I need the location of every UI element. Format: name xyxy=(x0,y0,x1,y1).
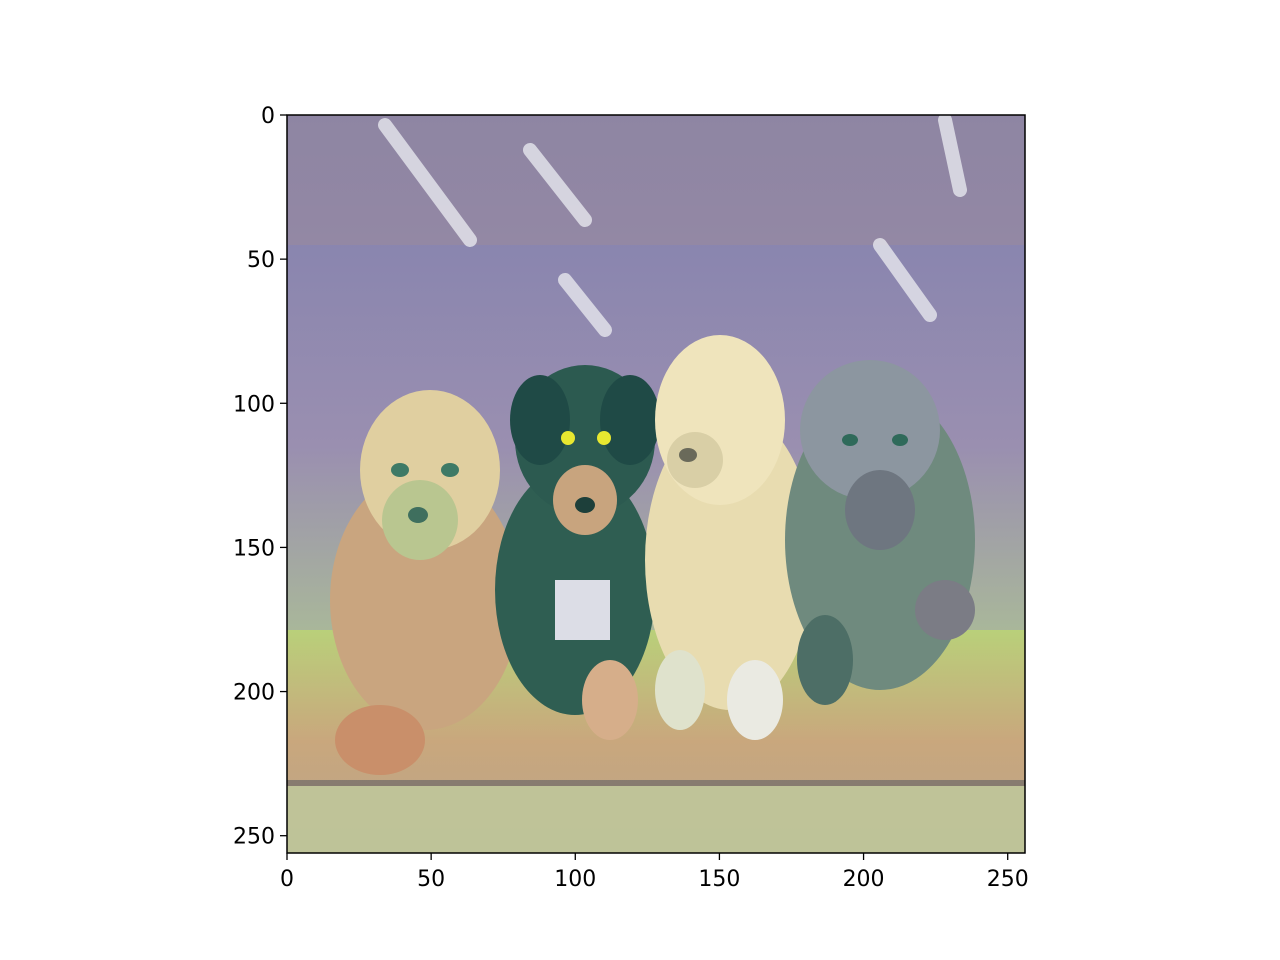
puppy-3 xyxy=(645,335,815,740)
y-tick-label: 100 xyxy=(233,392,275,417)
y-axis-ticks: 0 50 100 150 200 250 xyxy=(233,104,287,850)
x-tick-label: 100 xyxy=(554,867,596,892)
x-tick-label: 50 xyxy=(417,867,445,892)
y-tick-label: 250 xyxy=(233,825,275,850)
x-tick-label: 250 xyxy=(987,867,1029,892)
plot-image xyxy=(287,115,1025,853)
y-tick-label: 0 xyxy=(261,104,275,129)
puppy-4 xyxy=(785,360,975,705)
image-floor xyxy=(287,786,1025,853)
y-tick-label: 50 xyxy=(247,248,275,273)
image-ledge xyxy=(287,780,1025,786)
plot-frame xyxy=(286,114,1026,854)
x-tick-label: 150 xyxy=(698,867,740,892)
image-roof-band xyxy=(287,115,1025,245)
x-axis-ticks: 0 50 100 150 200 250 xyxy=(280,853,1029,892)
x-tick-label: 0 xyxy=(280,867,294,892)
puppy-2 xyxy=(495,365,660,740)
y-tick-label: 200 xyxy=(233,681,275,706)
roof-streaks xyxy=(378,115,967,337)
x-tick-label: 200 xyxy=(843,867,885,892)
puppy-1 xyxy=(330,390,520,775)
y-tick-label: 150 xyxy=(233,536,275,561)
